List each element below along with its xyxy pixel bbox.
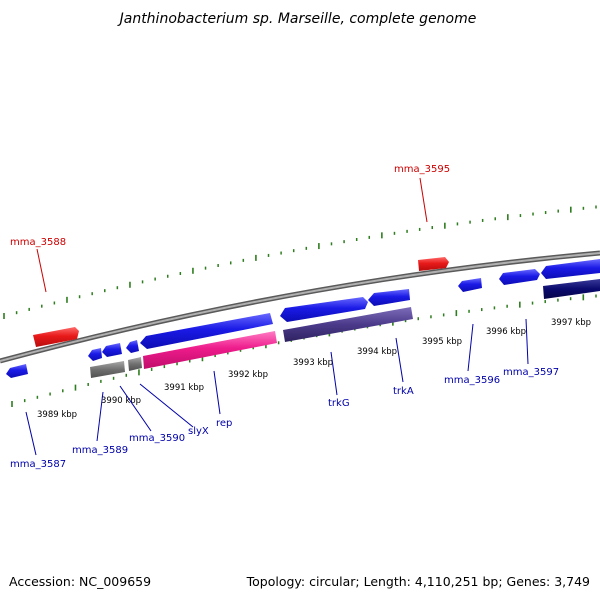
gene-mma-3590[interactable] [102,343,122,357]
tick-label-3991: 3991 kbp [164,383,204,393]
gene-slyX[interactable] [126,340,139,353]
gene-trkG-forward[interactable] [280,297,368,322]
tick-label-3994: 3994 kbp [357,347,397,357]
tick-label-3989: 3989 kbp [37,410,77,420]
scale-labels: 3989 kbp 3990 kbp 3991 kbp 3992 kbp 3993… [37,318,591,420]
leader-rep [213,370,221,415]
gene-labels: mma_3588 mma_3595 mma_3587 mma_3589 mma_… [10,164,559,470]
genome-summary-text: Topology: circular; Length: 4,110,251 bp… [246,574,590,589]
label-mma-3597[interactable]: mma_3597 [503,367,559,378]
gene-rep[interactable] [143,331,277,369]
label-leader-lines [25,177,529,456]
label-mma-3596[interactable]: mma_3596 [444,375,500,386]
label-rep[interactable]: rep [216,418,232,429]
leader-mma-3597 [525,318,529,365]
label-mma-3589[interactable]: mma_3589 [72,445,128,456]
leader-mma-3595 [419,177,428,223]
tick-label-3992: 3992 kbp [228,370,268,380]
tick-label-3995: 3995 kbp [422,337,462,347]
label-trkG[interactable]: trkG [328,398,350,409]
gene-mma-3588[interactable] [33,327,79,347]
tick-label-3993: 3993 kbp [293,358,333,368]
gene-mma-3596[interactable] [458,278,482,292]
gene-trkG-trkA-reverse[interactable] [283,307,413,342]
leader-mma-3588 [36,248,47,293]
leader-trkA [395,337,404,383]
leader-slyX [139,383,194,428]
upper-dotted-track [3,205,597,319]
leader-trkG [330,351,338,396]
genome-backbone-highlight [0,252,600,362]
leader-mma-3596 [467,323,474,372]
gene-forward-large[interactable] [140,313,273,349]
gene-mma-3595[interactable] [418,257,449,271]
map-title: Janthinobacterium sp. Marseille, complet… [117,11,477,27]
gene-mma-3589[interactable] [88,348,102,361]
leader-mma-3589 [96,391,104,442]
gene-pseudo-1[interactable] [90,361,125,378]
tick-label-3996: 3996 kbp [486,327,526,337]
gene-track [6,257,600,378]
leader-mma-3587 [25,411,37,456]
accession-text: Accession: NC_009659 [9,574,151,589]
gene-forward-edge[interactable] [541,259,600,279]
gene-pseudo-2[interactable] [128,357,142,371]
label-mma-3595[interactable]: mma_3595 [394,164,450,175]
label-trkA[interactable]: trkA [393,386,414,397]
label-mma-3587[interactable]: mma_3587 [10,459,66,470]
label-mma-3588[interactable]: mma_3588 [10,237,66,248]
gene-trkA-forward[interactable] [368,289,410,306]
leader-mma-3590 [119,385,152,432]
label-slyX[interactable]: slyX [188,426,209,437]
gene-mma-3597[interactable] [499,269,540,285]
gene-mma-3587[interactable] [6,364,28,378]
tick-label-3990: 3990 kbp [101,396,141,406]
gene-reverse-edge[interactable] [543,279,600,299]
tick-label-3997: 3997 kbp [551,318,591,328]
label-mma-3590[interactable]: mma_3590 [129,433,185,444]
